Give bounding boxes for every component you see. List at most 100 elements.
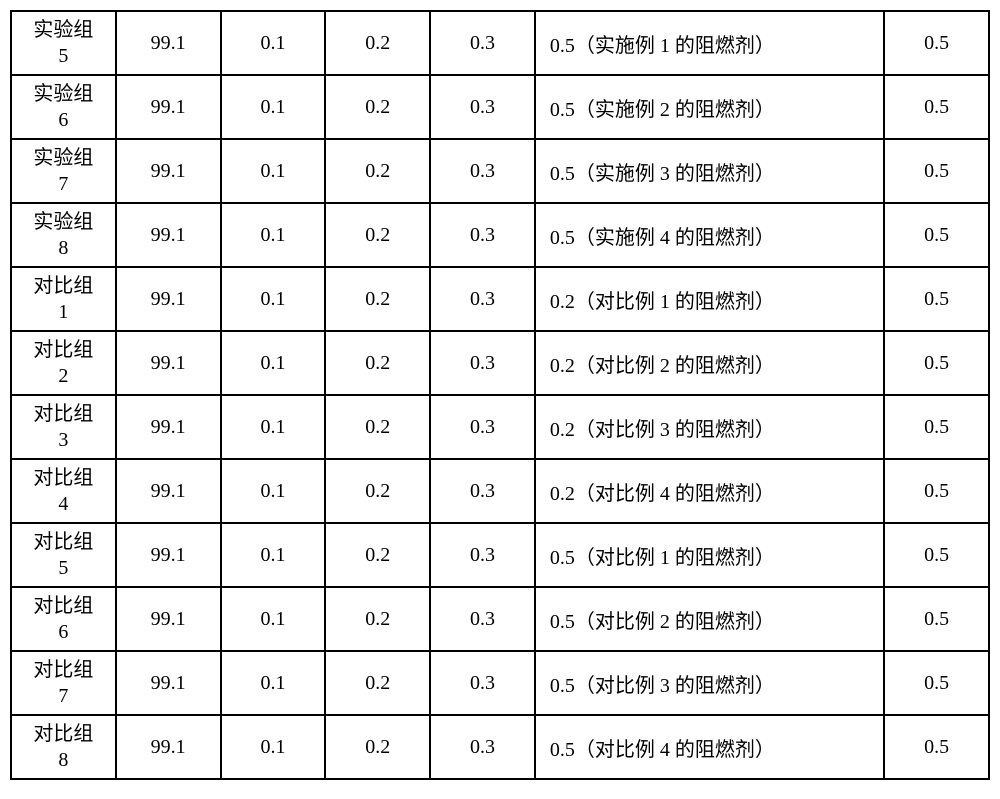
row-label-line1: 对比组 bbox=[12, 657, 115, 683]
data-cell: 0.3 bbox=[430, 139, 535, 203]
data-cell: 0.5 bbox=[884, 651, 989, 715]
row-label-cell: 对比组6 bbox=[11, 587, 116, 651]
data-cell: 0.5 bbox=[884, 139, 989, 203]
row-label-line1: 对比组 bbox=[12, 465, 115, 491]
data-cell: 0.5 bbox=[884, 523, 989, 587]
table-row: 对比组499.10.10.20.30.2（对比例 4 的阻燃剂）0.5 bbox=[11, 459, 989, 523]
data-cell: 0.3 bbox=[430, 715, 535, 779]
data-cell: 0.2（对比例 2 的阻燃剂） bbox=[535, 331, 884, 395]
data-cell: 0.5（实施例 2 的阻燃剂） bbox=[535, 75, 884, 139]
data-cell: 0.2 bbox=[325, 267, 430, 331]
row-label-line2: 8 bbox=[12, 235, 115, 261]
data-cell: 0.3 bbox=[430, 267, 535, 331]
data-cell: 0.3 bbox=[430, 395, 535, 459]
data-cell: 0.2（对比例 3 的阻燃剂） bbox=[535, 395, 884, 459]
row-label-cell: 实验组8 bbox=[11, 203, 116, 267]
data-cell: 0.1 bbox=[221, 395, 326, 459]
data-cell: 0.3 bbox=[430, 459, 535, 523]
data-cell: 0.2 bbox=[325, 459, 430, 523]
data-cell: 0.3 bbox=[430, 587, 535, 651]
data-cell: 0.2 bbox=[325, 587, 430, 651]
row-label-line1: 对比组 bbox=[12, 721, 115, 747]
table-row: 对比组199.10.10.20.30.2（对比例 1 的阻燃剂）0.5 bbox=[11, 267, 989, 331]
row-label-line2: 7 bbox=[12, 683, 115, 709]
row-label-line1: 实验组 bbox=[12, 209, 115, 235]
data-cell: 0.3 bbox=[430, 11, 535, 75]
row-label-line1: 实验组 bbox=[12, 17, 115, 43]
data-cell: 0.5 bbox=[884, 395, 989, 459]
row-label-line1: 实验组 bbox=[12, 81, 115, 107]
data-cell: 0.2 bbox=[325, 395, 430, 459]
table-row: 对比组899.10.10.20.30.5（对比例 4 的阻燃剂）0.5 bbox=[11, 715, 989, 779]
data-cell: 99.1 bbox=[116, 11, 221, 75]
row-label-line1: 对比组 bbox=[12, 337, 115, 363]
data-cell: 0.1 bbox=[221, 267, 326, 331]
data-cell: 0.3 bbox=[430, 331, 535, 395]
data-cell: 0.5 bbox=[884, 75, 989, 139]
table-row: 对比组799.10.10.20.30.5（对比例 3 的阻燃剂）0.5 bbox=[11, 651, 989, 715]
data-cell: 0.1 bbox=[221, 459, 326, 523]
data-cell: 99.1 bbox=[116, 395, 221, 459]
table-row: 对比组699.10.10.20.30.5（对比例 2 的阻燃剂）0.5 bbox=[11, 587, 989, 651]
data-cell: 0.1 bbox=[221, 139, 326, 203]
row-label-line2: 2 bbox=[12, 363, 115, 389]
row-label-line2: 5 bbox=[12, 555, 115, 581]
row-label-line2: 1 bbox=[12, 299, 115, 325]
data-cell: 0.2 bbox=[325, 75, 430, 139]
data-cell: 0.2 bbox=[325, 11, 430, 75]
table-row: 实验组799.10.10.20.30.5（实施例 3 的阻燃剂）0.5 bbox=[11, 139, 989, 203]
data-cell: 0.5 bbox=[884, 331, 989, 395]
data-cell: 99.1 bbox=[116, 139, 221, 203]
data-cell: 0.5 bbox=[884, 715, 989, 779]
table-row: 对比组599.10.10.20.30.5（对比例 1 的阻燃剂）0.5 bbox=[11, 523, 989, 587]
data-cell: 0.5（对比例 2 的阻燃剂） bbox=[535, 587, 884, 651]
row-label-line2: 6 bbox=[12, 619, 115, 645]
data-cell: 0.2 bbox=[325, 139, 430, 203]
row-label-line1: 对比组 bbox=[12, 529, 115, 555]
data-cell: 0.5（对比例 4 的阻燃剂） bbox=[535, 715, 884, 779]
data-cell: 0.5（对比例 3 的阻燃剂） bbox=[535, 651, 884, 715]
data-cell: 0.2（对比例 1 的阻燃剂） bbox=[535, 267, 884, 331]
data-cell: 0.2 bbox=[325, 523, 430, 587]
data-cell: 0.5 bbox=[884, 459, 989, 523]
row-label-cell: 对比组1 bbox=[11, 267, 116, 331]
data-cell: 0.2 bbox=[325, 331, 430, 395]
row-label-line2: 7 bbox=[12, 171, 115, 197]
table-row: 实验组699.10.10.20.30.5（实施例 2 的阻燃剂）0.5 bbox=[11, 75, 989, 139]
data-cell: 0.2 bbox=[325, 203, 430, 267]
data-cell: 0.1 bbox=[221, 715, 326, 779]
data-cell: 99.1 bbox=[116, 267, 221, 331]
row-label-line1: 对比组 bbox=[12, 593, 115, 619]
row-label-line2: 4 bbox=[12, 491, 115, 517]
table-body: 实验组599.10.10.20.30.5（实施例 1 的阻燃剂）0.5实验组69… bbox=[11, 11, 989, 779]
data-cell: 0.2 bbox=[325, 715, 430, 779]
row-label-line2: 5 bbox=[12, 43, 115, 69]
data-cell: 0.5 bbox=[884, 11, 989, 75]
row-label-cell: 对比组5 bbox=[11, 523, 116, 587]
data-cell: 0.5 bbox=[884, 203, 989, 267]
table-row: 实验组599.10.10.20.30.5（实施例 1 的阻燃剂）0.5 bbox=[11, 11, 989, 75]
row-label-cell: 对比组8 bbox=[11, 715, 116, 779]
data-cell: 0.3 bbox=[430, 203, 535, 267]
data-cell: 99.1 bbox=[116, 75, 221, 139]
data-cell: 0.3 bbox=[430, 651, 535, 715]
row-label-line1: 对比组 bbox=[12, 401, 115, 427]
data-cell: 99.1 bbox=[116, 651, 221, 715]
data-cell: 99.1 bbox=[116, 203, 221, 267]
row-label-cell: 对比组7 bbox=[11, 651, 116, 715]
data-cell: 0.5（实施例 1 的阻燃剂） bbox=[535, 11, 884, 75]
data-cell: 99.1 bbox=[116, 459, 221, 523]
data-cell: 0.5（实施例 4 的阻燃剂） bbox=[535, 203, 884, 267]
data-cell: 0.1 bbox=[221, 331, 326, 395]
table-row: 实验组899.10.10.20.30.5（实施例 4 的阻燃剂）0.5 bbox=[11, 203, 989, 267]
data-cell: 99.1 bbox=[116, 523, 221, 587]
table-row: 对比组299.10.10.20.30.2（对比例 2 的阻燃剂）0.5 bbox=[11, 331, 989, 395]
data-cell: 99.1 bbox=[116, 331, 221, 395]
row-label-line1: 实验组 bbox=[12, 145, 115, 171]
row-label-line2: 8 bbox=[12, 747, 115, 773]
data-cell: 0.1 bbox=[221, 75, 326, 139]
data-cell: 0.3 bbox=[430, 75, 535, 139]
data-cell: 0.1 bbox=[221, 651, 326, 715]
data-cell: 0.2（对比例 4 的阻燃剂） bbox=[535, 459, 884, 523]
data-cell: 0.5（实施例 3 的阻燃剂） bbox=[535, 139, 884, 203]
